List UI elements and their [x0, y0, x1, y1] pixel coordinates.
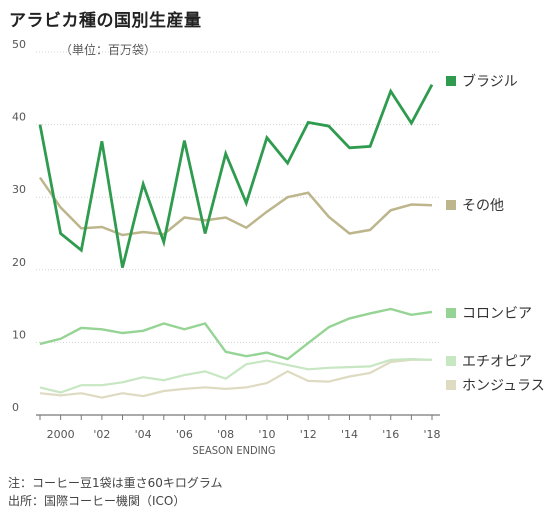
- x-tick-label-2000: 2000: [47, 428, 75, 441]
- x-axis-label: SEASON ENDING: [192, 444, 275, 457]
- series-line-0: [38, 84, 434, 268]
- legend-swatch-1: [446, 200, 456, 210]
- y-tick-label-0: 0: [12, 401, 19, 414]
- y-tick-label-10: 10: [12, 328, 26, 341]
- chart-title: アラビカ種の国別生産量: [9, 11, 202, 31]
- legend-label-4: ホンジュラス: [462, 378, 545, 394]
- legend-swatch-3: [446, 356, 456, 366]
- series-line-2: [39, 307, 433, 361]
- grid-lines: [36, 51, 440, 420]
- unit-label: （単位：百万袋）: [60, 43, 157, 57]
- legend-label-1: その他: [462, 198, 504, 214]
- legend-label-2: コロンビア: [462, 306, 532, 322]
- x-tick-label-'06: '06: [176, 428, 193, 441]
- line-chart: 0 10 20 30 40 50 2000 '02 '04 '06 '08 '10 '12 '14 '16…: [12, 38, 545, 457]
- footnote: 注：コーヒー豆1袋は重さ60キログラム: [8, 476, 223, 490]
- y-tick-labels: 0 10 20 30 40 50: [12, 38, 26, 414]
- x-tick-label-'08: '08: [217, 428, 234, 441]
- series-line-3: [39, 357, 433, 394]
- x-tick-label-'16: '16: [382, 428, 399, 441]
- x-tick-label-'04: '04: [135, 428, 152, 441]
- legend-swatch-2: [446, 308, 456, 318]
- y-tick-label-50: 50: [12, 38, 26, 51]
- legend-swatch-0: [446, 76, 456, 86]
- legend-label-0: ブラジル: [462, 73, 518, 90]
- x-tick-label-'18: '18: [423, 428, 440, 441]
- y-tick-label-20: 20: [12, 256, 26, 269]
- x-tick-labels: 2000 '02 '04 '06 '08 '10 '12 '14 '16 '18: [47, 428, 441, 441]
- series-line-4: [39, 358, 432, 399]
- source-note: 出所：国際コーヒー機関（ICO）: [8, 494, 186, 508]
- x-tick-label-'14: '14: [341, 428, 358, 441]
- x-tick-label-'10: '10: [258, 428, 275, 441]
- legend-swatch-4: [446, 380, 456, 390]
- x-tick-label-'02: '02: [93, 428, 110, 441]
- y-tick-label-40: 40: [12, 111, 26, 124]
- x-tick-label-'12: '12: [300, 428, 317, 441]
- series-line-1: [38, 176, 433, 237]
- y-tick-label-30: 30: [12, 183, 26, 196]
- legend-label-3: エチオピア: [462, 354, 532, 370]
- series-lines: [38, 84, 434, 399]
